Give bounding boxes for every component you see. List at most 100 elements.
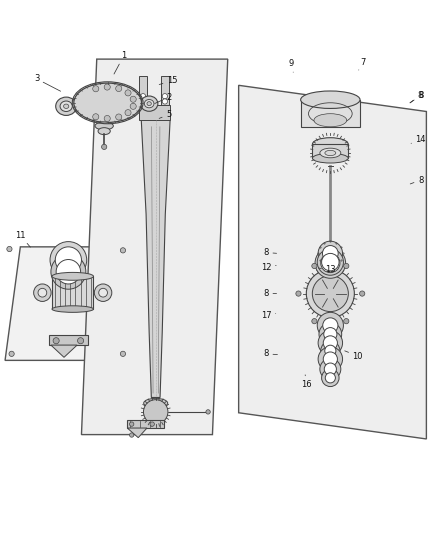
Circle shape xyxy=(51,254,86,289)
Circle shape xyxy=(325,345,336,357)
Ellipse shape xyxy=(52,306,93,312)
Text: 17: 17 xyxy=(261,311,276,320)
Circle shape xyxy=(324,328,337,341)
Text: 16: 16 xyxy=(301,375,311,389)
Polygon shape xyxy=(5,247,136,360)
Circle shape xyxy=(50,241,87,278)
Ellipse shape xyxy=(98,128,110,135)
Ellipse shape xyxy=(325,150,336,156)
Text: 9: 9 xyxy=(288,59,293,72)
Circle shape xyxy=(9,351,14,357)
Polygon shape xyxy=(81,59,228,434)
Circle shape xyxy=(323,336,337,350)
Text: 1: 1 xyxy=(114,51,127,74)
Circle shape xyxy=(323,318,338,333)
Circle shape xyxy=(325,373,336,383)
Circle shape xyxy=(323,352,337,366)
Circle shape xyxy=(56,260,81,284)
Circle shape xyxy=(296,291,301,296)
Ellipse shape xyxy=(312,138,348,151)
Circle shape xyxy=(324,363,336,375)
Bar xyxy=(161,76,169,107)
Circle shape xyxy=(7,246,12,252)
Text: 15: 15 xyxy=(159,76,177,85)
Circle shape xyxy=(116,85,122,92)
Text: 7: 7 xyxy=(359,58,366,70)
Circle shape xyxy=(93,86,99,92)
Circle shape xyxy=(312,276,348,312)
Circle shape xyxy=(344,319,349,324)
Circle shape xyxy=(99,288,107,297)
Text: 5: 5 xyxy=(159,110,171,119)
Circle shape xyxy=(312,263,317,269)
Circle shape xyxy=(94,284,112,302)
Polygon shape xyxy=(141,120,170,398)
Polygon shape xyxy=(127,428,147,438)
Text: 8: 8 xyxy=(264,248,276,257)
Text: 8: 8 xyxy=(410,175,424,184)
Circle shape xyxy=(320,359,341,379)
Text: 13: 13 xyxy=(318,265,336,274)
Circle shape xyxy=(318,347,343,372)
Text: 11: 11 xyxy=(14,231,30,247)
Circle shape xyxy=(317,249,343,275)
Circle shape xyxy=(312,319,317,324)
Circle shape xyxy=(34,284,51,302)
Circle shape xyxy=(78,338,84,344)
Circle shape xyxy=(162,94,167,99)
Bar xyxy=(49,335,88,345)
Text: 8: 8 xyxy=(410,91,424,103)
Circle shape xyxy=(315,248,346,278)
Circle shape xyxy=(120,351,126,357)
Ellipse shape xyxy=(74,83,141,123)
Bar xyxy=(139,76,147,107)
Circle shape xyxy=(102,144,107,149)
Circle shape xyxy=(306,270,354,318)
Circle shape xyxy=(130,103,136,109)
Text: 12: 12 xyxy=(261,263,276,272)
Ellipse shape xyxy=(312,154,348,163)
Text: 14: 14 xyxy=(411,134,426,143)
Ellipse shape xyxy=(147,102,151,106)
Bar xyxy=(127,420,164,428)
Circle shape xyxy=(38,288,47,297)
Bar xyxy=(52,276,93,309)
Polygon shape xyxy=(51,345,77,357)
Ellipse shape xyxy=(60,101,72,111)
Ellipse shape xyxy=(145,405,166,413)
Circle shape xyxy=(116,114,122,120)
Text: 2: 2 xyxy=(155,93,171,103)
Ellipse shape xyxy=(145,100,154,108)
Circle shape xyxy=(206,410,210,414)
Circle shape xyxy=(317,312,343,338)
Circle shape xyxy=(125,90,131,96)
Circle shape xyxy=(130,422,134,426)
Circle shape xyxy=(318,330,343,355)
Ellipse shape xyxy=(52,272,93,280)
Circle shape xyxy=(144,400,168,424)
Bar xyxy=(312,144,348,158)
Ellipse shape xyxy=(144,398,168,408)
Ellipse shape xyxy=(320,148,341,158)
Circle shape xyxy=(104,84,110,90)
Circle shape xyxy=(53,338,59,344)
Bar xyxy=(139,105,170,120)
Circle shape xyxy=(321,369,339,386)
Ellipse shape xyxy=(314,114,347,127)
Ellipse shape xyxy=(300,91,360,108)
Circle shape xyxy=(104,116,110,122)
Circle shape xyxy=(321,341,340,360)
Ellipse shape xyxy=(56,97,77,116)
Text: 10: 10 xyxy=(345,351,363,360)
Ellipse shape xyxy=(141,96,158,111)
Ellipse shape xyxy=(64,104,69,108)
Circle shape xyxy=(125,110,131,116)
Circle shape xyxy=(120,248,126,253)
Circle shape xyxy=(130,96,136,102)
Circle shape xyxy=(150,422,154,426)
Text: 8: 8 xyxy=(264,349,277,358)
Circle shape xyxy=(141,94,146,99)
Circle shape xyxy=(322,246,338,261)
Text: 8: 8 xyxy=(264,289,276,298)
Text: 3: 3 xyxy=(34,74,60,91)
